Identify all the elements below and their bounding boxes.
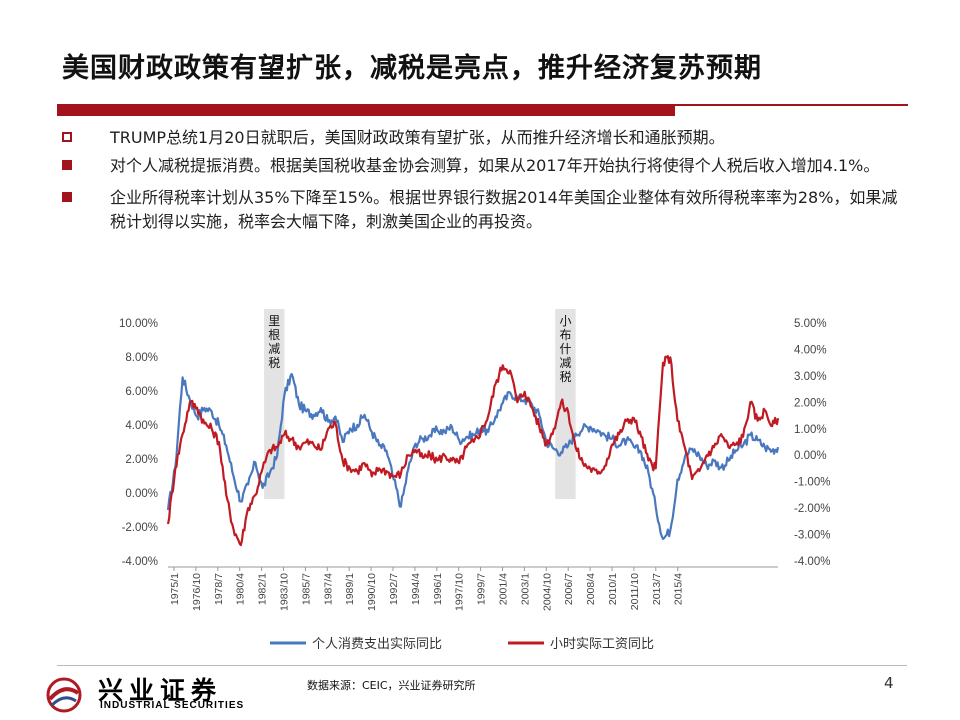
x-axis-tick-label: 2015/4	[673, 573, 685, 605]
left-axis-tick-label: -4.00%	[122, 556, 158, 568]
right-axis-tick-label: -3.00%	[794, 530, 830, 542]
annotation-label-char: 税	[559, 370, 571, 384]
annotation-label-char: 里	[268, 314, 280, 328]
right-axis-tick-label: -1.00%	[794, 477, 830, 489]
x-axis-tick-label: 1976/10	[191, 573, 203, 611]
solid-square-bullet-icon	[62, 160, 72, 170]
title-underline-bar	[57, 104, 675, 116]
x-axis-tick-label: 1999/7	[476, 573, 488, 605]
right-axis-tick-label: 2.00%	[794, 397, 827, 409]
legend-label: 小时实际工资同比	[550, 637, 654, 652]
footer-rule	[57, 665, 907, 666]
x-axis-tick-label: 2001/4	[498, 573, 510, 605]
bullet-item: 企业所得税率计划从35%下降至15%。根据世界银行数据2014年美国企业整体有效…	[62, 186, 902, 234]
logo-en-text: INDUSTRIAL SECURITIES	[100, 700, 245, 711]
right-axis-tick-label: 5.00%	[794, 318, 827, 330]
x-axis-tick-label: 2004/10	[541, 573, 553, 611]
x-axis-tick-label: 2011/10	[629, 573, 641, 610]
x-axis-tick-label: 1975/1	[169, 573, 181, 605]
x-axis-tick-label: 1982/1	[257, 573, 269, 605]
x-axis-tick-label: 1996/1	[432, 573, 444, 605]
right-axis-tick-label: 1.00%	[794, 424, 827, 436]
x-axis-tick-label: 1992/7	[388, 573, 400, 605]
left-axis-tick-label: 4.00%	[125, 420, 158, 432]
annotation-label-char: 税	[268, 356, 280, 370]
logo-emblem-icon	[46, 677, 82, 713]
x-axis-tick-label: 1985/7	[300, 573, 312, 605]
bullet-text: 企业所得税率计划从35%下降至15%。根据世界银行数据2014年美国企业整体有效…	[110, 188, 898, 231]
company-logo: 兴业证券 INDUSTRIAL SECURITIES	[38, 673, 258, 717]
x-axis-tick-label: 2010/1	[607, 573, 619, 605]
right-axis-tick-label: -2.00%	[794, 503, 830, 515]
left-axis-tick-label: 10.00%	[119, 318, 158, 330]
logo-cn-text: 兴业证券	[98, 676, 223, 705]
left-axis-tick-label: 6.00%	[125, 386, 158, 398]
hollow-square-bullet-icon	[62, 132, 72, 142]
right-axis-tick-label: 4.00%	[794, 344, 827, 356]
bullet-item: TRUMP总统1月20日就职后，美国财政政策有望扩张，从而推升经济增长和通胀预期…	[62, 126, 902, 150]
x-axis-tick-label: 2006/7	[563, 573, 575, 605]
series-line-consumption	[166, 372, 780, 541]
x-axis-tick-label: 2008/4	[585, 573, 597, 605]
x-axis-tick-label: 2003/1	[519, 573, 531, 605]
title-underline-rule	[675, 104, 908, 106]
annotation-label-char: 什	[559, 342, 571, 356]
data-source-note: 数据来源：CEIC，兴业证券研究所	[307, 679, 476, 692]
bullet-item: 对个人减税提振消费。根据美国税收基金协会测算，如果从2017年开始执行将使得个人…	[62, 154, 902, 178]
right-axis-tick-label: -4.00%	[794, 556, 830, 568]
right-axis-tick-label: 0.00%	[794, 450, 827, 462]
x-axis-tick-label: 1987/4	[322, 573, 334, 605]
bullet-text: TRUMP总统1月20日就职后，美国财政政策有望扩张，从而推升经济增长和通胀预期…	[110, 128, 725, 147]
right-axis-tick-label: 3.00%	[794, 371, 827, 383]
annotation-label-char: 减	[268, 342, 280, 356]
x-axis-tick-label: 1994/4	[410, 573, 422, 605]
bullet-list: TRUMP总统1月20日就职后，美国财政政策有望扩张，从而推升经济增长和通胀预期…	[62, 126, 902, 238]
x-axis-tick-label: 1989/1	[344, 573, 356, 605]
page-number: 4	[884, 674, 894, 692]
left-axis-tick-label: 8.00%	[125, 352, 158, 364]
x-axis-tick-label: 1997/10	[454, 573, 466, 611]
x-axis-tick-label: 1990/10	[366, 573, 378, 611]
slide-title: 美国财政政策有望扩张，减税是亮点，推升经济复苏预期	[62, 53, 762, 84]
x-axis-tick-label: 1980/4	[235, 573, 247, 605]
x-axis-tick-label: 2013/7	[651, 573, 663, 605]
solid-square-bullet-icon	[62, 192, 72, 202]
annotation-label-char: 布	[559, 328, 571, 342]
annotation-label-char: 减	[559, 356, 571, 370]
legend-label: 个人消费支出实际同比	[312, 637, 442, 652]
x-axis-tick-label: 1978/7	[213, 573, 225, 605]
series-line-wages	[166, 355, 780, 547]
x-axis-tick-label: 1983/10	[279, 573, 291, 611]
left-axis-tick-label: 2.00%	[125, 454, 158, 466]
left-axis-tick-label: -2.00%	[122, 522, 158, 534]
annotation-label-char: 根	[268, 328, 280, 342]
annotation-label-char: 小	[559, 314, 571, 328]
left-axis-tick-label: 0.00%	[125, 488, 158, 500]
bullet-text: 对个人减税提振消费。根据美国税收基金协会测算，如果从2017年开始执行将使得个人…	[110, 156, 880, 175]
